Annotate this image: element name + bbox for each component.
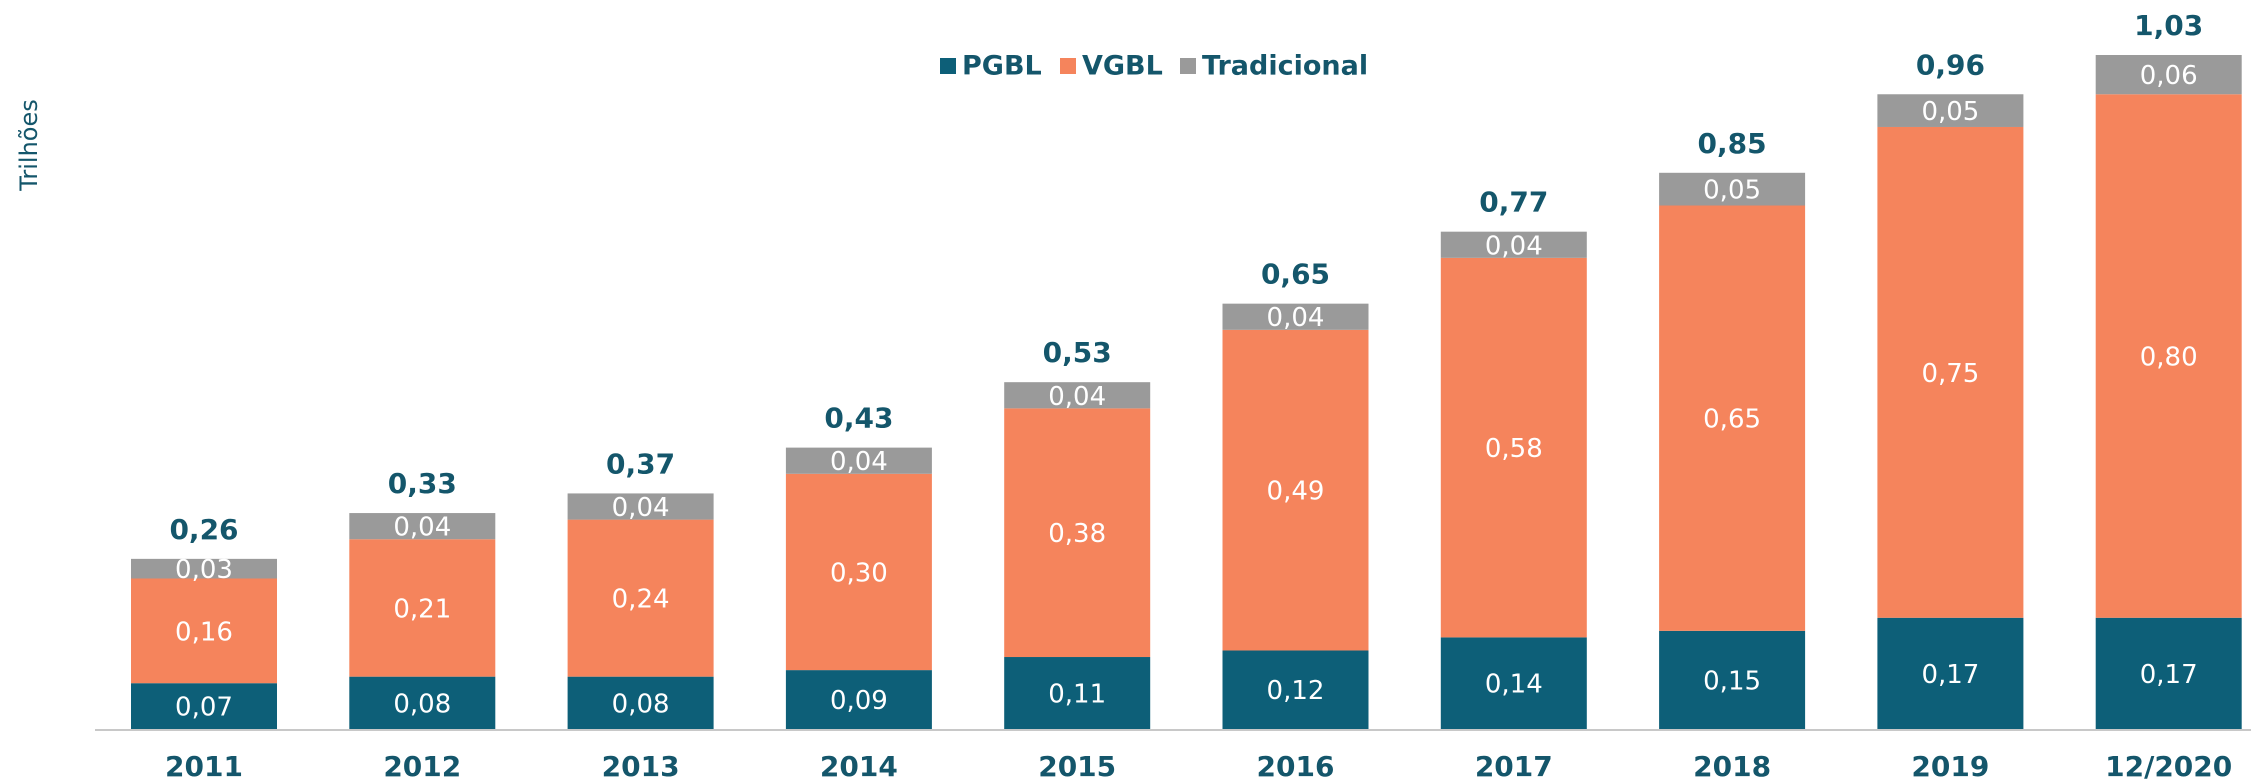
value-label: 0,16 (175, 617, 233, 647)
y-axis-label: Trilhões (15, 99, 43, 192)
value-label: 0,24 (612, 585, 670, 615)
bar-segment (1440, 637, 1587, 729)
value-label: 0,12 (1267, 676, 1325, 706)
bar-segment (1004, 657, 1151, 729)
bar-segment (1877, 94, 2024, 127)
value-label: 0,75 (1921, 359, 1979, 389)
value-label: 0,05 (1703, 176, 1761, 206)
bar-segment (785, 670, 932, 729)
x-tick-label: 2014 (820, 750, 898, 782)
value-label: 0,65 (1703, 405, 1761, 435)
x-tick-label: 12/2020 (2105, 750, 2232, 782)
value-label: 0,05 (1921, 97, 1979, 127)
bar-segment (1659, 172, 1806, 206)
bar-segment (1440, 257, 1587, 638)
value-label: 0,11 (1048, 680, 1106, 710)
value-label: 0,38 (1048, 519, 1106, 549)
value-label: 0,17 (2140, 660, 2198, 690)
value-label: 0,04 (830, 447, 888, 477)
total-label: 0,77 (1479, 186, 1548, 219)
value-label: 0,03 (175, 555, 233, 585)
bar-segment (1877, 126, 2024, 618)
bar-segment (131, 578, 277, 684)
x-tick-label: 2012 (383, 750, 461, 782)
value-label: 0,49 (1267, 477, 1325, 507)
bar-segment (1659, 205, 1806, 631)
legend-label: PGBL (962, 51, 1042, 82)
value-label: 0,30 (830, 558, 888, 588)
x-tick-label: 2015 (1038, 750, 1116, 782)
bar-segment (785, 447, 932, 474)
value-label: 0,21 (393, 594, 451, 624)
value-label: 0,58 (1485, 434, 1543, 464)
total-label: 1,03 (2134, 9, 2203, 42)
bar-segment (2095, 94, 2242, 618)
total-label: 0,26 (169, 513, 238, 546)
total-label: 0,33 (388, 467, 457, 500)
value-label: 0,04 (1267, 303, 1325, 333)
value-label: 0,04 (612, 493, 670, 523)
value-label: 0,08 (612, 689, 670, 719)
bar-segment (1222, 329, 1369, 651)
total-label: 0,85 (1698, 127, 1767, 160)
bar-segment (567, 676, 714, 729)
value-label: 0,14 (1485, 670, 1543, 700)
bar-segment (1440, 231, 1587, 258)
value-label: 0,04 (1048, 382, 1106, 412)
value-label: 0,80 (2140, 343, 2198, 373)
bar-segment (1222, 303, 1369, 330)
total-label: 0,53 (1043, 336, 1112, 369)
bar-segment (785, 473, 932, 671)
x-tick-label: 2011 (165, 750, 243, 782)
value-label: 0,17 (1921, 660, 1979, 690)
x-tick-label: 2013 (602, 750, 680, 782)
bar-segment (567, 493, 714, 520)
bar-segment (1004, 382, 1151, 409)
total-label: 0,37 (606, 447, 675, 480)
legend-swatch (1060, 58, 1076, 74)
value-label: 0,04 (393, 513, 451, 543)
legend-swatch (940, 58, 956, 74)
value-label: 0,06 (2140, 61, 2198, 91)
x-tick-label: 2019 (1911, 750, 1989, 782)
legend-swatch (1180, 58, 1196, 74)
bar-segment (567, 519, 714, 677)
bar-segment (1222, 650, 1369, 729)
bar-segment (131, 558, 277, 579)
bar-segment (2095, 55, 2242, 95)
value-label: 0,09 (830, 686, 888, 716)
x-tick-label: 2016 (1257, 750, 1335, 782)
bar-segment (1877, 617, 2024, 729)
x-tick-label: 2017 (1475, 750, 1553, 782)
value-label: 0,07 (175, 693, 233, 723)
bar-segment (1659, 630, 1806, 729)
total-label: 0,43 (824, 402, 893, 435)
total-label: 0,96 (1916, 48, 1985, 81)
legend-label: Tradicional (1202, 51, 1368, 82)
bar-segment (349, 513, 496, 540)
value-label: 0,15 (1703, 666, 1761, 696)
bar-segment (349, 539, 496, 677)
total-label: 0,65 (1261, 258, 1330, 291)
bar-segment (2095, 617, 2242, 729)
x-tick-label: 2018 (1693, 750, 1771, 782)
bar-segment (1004, 408, 1151, 658)
bar-segment (349, 676, 496, 729)
legend-label: VGBL (1082, 51, 1163, 82)
bar-segment (131, 683, 277, 729)
value-label: 0,04 (1485, 231, 1543, 261)
value-label: 0,08 (393, 689, 451, 719)
